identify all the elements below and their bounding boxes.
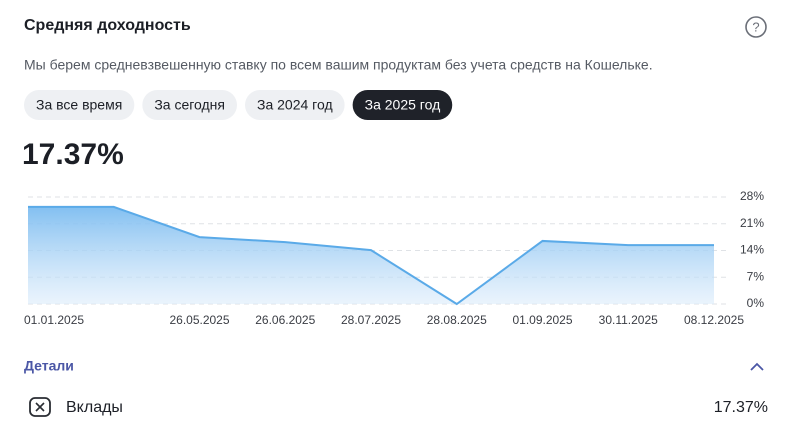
tab-label[interactable]: За сегодня — [154, 97, 225, 113]
tab[interactable] — [245, 90, 345, 120]
summary-value: 17.37% — [22, 138, 124, 171]
tab-label[interactable]: За все время — [36, 97, 122, 113]
x-tick-label: 01.01.2025 — [24, 313, 84, 327]
line — [28, 205, 714, 306]
x-tick-label: 01.09.2025 — [512, 313, 572, 327]
y-tick-label: 21% — [740, 216, 764, 230]
tab[interactable] — [24, 90, 135, 120]
deposit-icon — [29, 397, 51, 417]
details-title[interactable]: Детали — [24, 358, 74, 374]
y-tick-label: 28% — [740, 189, 764, 203]
description: Мы берем средневзвешенную ставку по всем… — [24, 57, 653, 73]
x-tick-label: 30.11.2025 — [599, 313, 658, 327]
area — [28, 206, 714, 304]
tab[interactable] — [352, 90, 453, 120]
y-tick-label: 0% — [747, 296, 765, 310]
x-tick-label: 28.08.2025 — [427, 313, 487, 327]
x-tick-label: 26.05.2025 — [169, 313, 229, 327]
tab[interactable] — [142, 90, 237, 120]
x-tick-label: 28.07.2025 — [341, 313, 401, 327]
y-tick-label: 7% — [747, 269, 765, 283]
y-tick-label: 14% — [740, 243, 764, 257]
deposit-icon-mark — [35, 402, 45, 412]
tab-label[interactable]: За 2025 год — [365, 97, 441, 113]
x-tick-label: 08.12.2025 — [684, 313, 744, 327]
x-tick-label: 26.06.2025 — [255, 313, 315, 327]
tab-label[interactable]: За 2024 год — [257, 97, 333, 113]
row-label: Вклады — [66, 399, 123, 416]
help-icon[interactable] — [745, 16, 767, 38]
row-value: 17.37% — [714, 399, 768, 416]
title: Средняя доходность — [24, 17, 191, 34]
help-text[interactable]: ? — [752, 19, 759, 34]
chevron[interactable] — [750, 362, 764, 371]
